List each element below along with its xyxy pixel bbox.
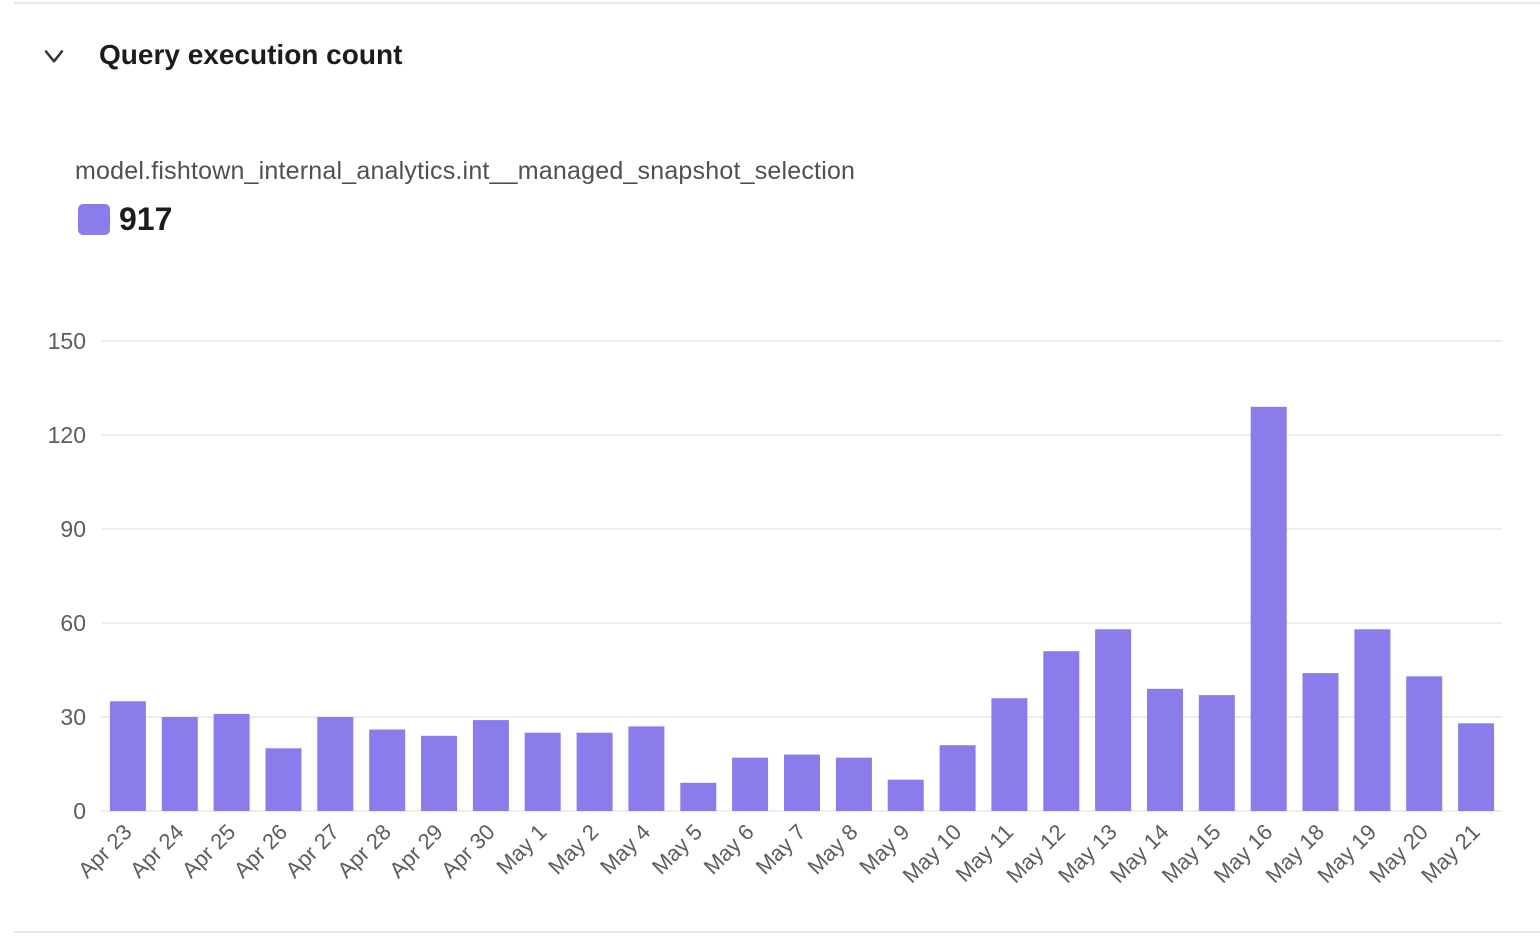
svg-text:Apr 25: Apr 25 bbox=[177, 819, 241, 883]
svg-text:Apr 29: Apr 29 bbox=[384, 819, 448, 883]
svg-text:30: 30 bbox=[60, 704, 86, 730]
svg-text:May 4: May 4 bbox=[595, 819, 655, 879]
svg-text:May 7: May 7 bbox=[751, 819, 811, 879]
svg-text:May 21: May 21 bbox=[1416, 819, 1485, 888]
svg-text:150: 150 bbox=[48, 328, 86, 354]
svg-text:60: 60 bbox=[60, 610, 86, 636]
svg-text:120: 120 bbox=[48, 422, 86, 448]
svg-text:Apr 26: Apr 26 bbox=[229, 819, 293, 883]
svg-text:May 6: May 6 bbox=[699, 819, 759, 879]
svg-text:May 2: May 2 bbox=[543, 819, 603, 879]
svg-text:Apr 27: Apr 27 bbox=[281, 819, 345, 883]
svg-text:May 8: May 8 bbox=[803, 819, 863, 879]
svg-text:Apr 24: Apr 24 bbox=[125, 819, 189, 883]
svg-text:Apr 23: Apr 23 bbox=[73, 819, 137, 883]
svg-text:0: 0 bbox=[73, 798, 86, 824]
svg-text:May 5: May 5 bbox=[647, 819, 707, 879]
svg-text:Apr 28: Apr 28 bbox=[332, 819, 396, 883]
svg-text:90: 90 bbox=[60, 516, 86, 542]
svg-text:Apr 30: Apr 30 bbox=[436, 819, 500, 883]
svg-text:May 10: May 10 bbox=[898, 819, 967, 888]
svg-text:May 1: May 1 bbox=[491, 819, 551, 879]
